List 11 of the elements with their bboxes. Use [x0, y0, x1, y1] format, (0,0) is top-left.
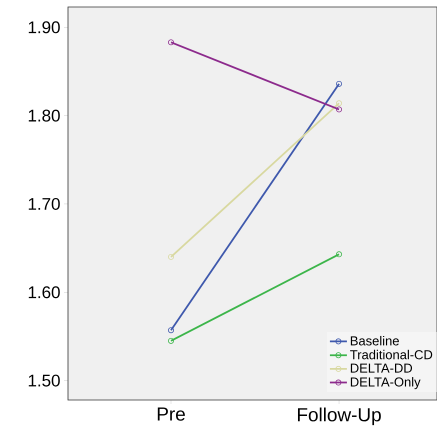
- x-tick-label: Follow-Up: [298, 408, 381, 426]
- y-tick-label: 1.90: [28, 21, 60, 34]
- x-tick-label: Pre: [158, 408, 185, 421]
- legend-label: DELTA-Only: [350, 377, 421, 390]
- y-tick-label: 1.80: [28, 110, 60, 122]
- y-tick-label: 1.50: [28, 374, 60, 387]
- y-tick-label: 1.70: [28, 198, 60, 210]
- y-tick-label: 1.60: [28, 286, 60, 298]
- legend-label: Traditional-CD: [350, 350, 432, 360]
- legend-label: DELTA-DD: [350, 364, 412, 373]
- legend-label: Baseline: [350, 336, 399, 346]
